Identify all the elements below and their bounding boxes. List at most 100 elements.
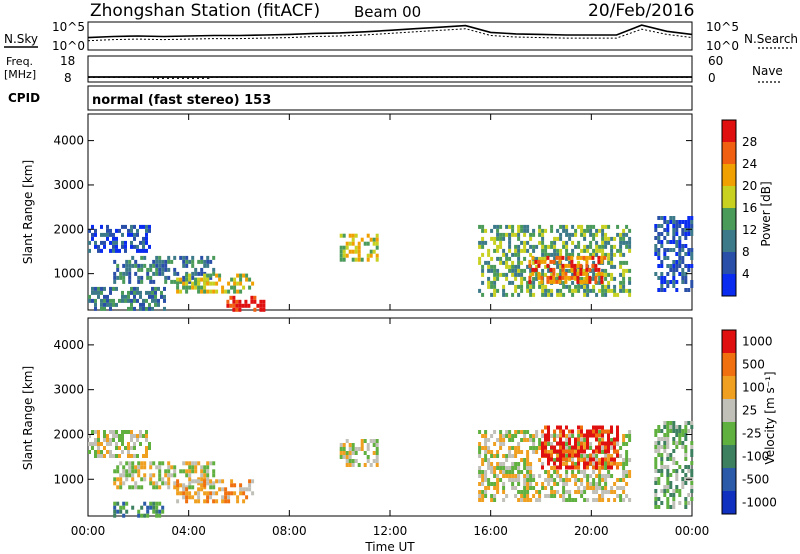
data-cell [544,441,547,446]
data-cell [625,462,629,466]
data-cell [523,478,527,482]
data-cell [568,434,572,438]
data-cell [351,451,355,455]
data-cell [140,505,144,510]
data-cell [568,236,572,241]
data-cell [502,438,506,442]
data-cell [610,465,613,470]
data-cell [496,454,500,458]
data-cell [100,232,103,237]
data-cell [574,228,578,233]
data-cell [628,228,632,233]
data-cell [122,465,126,470]
data-cell [546,263,550,268]
data-cell [583,433,586,438]
data-cell [520,272,524,277]
data-cell [672,449,676,453]
data-cell [520,260,524,265]
data-cell [514,268,518,273]
data-cell [487,252,491,257]
data-cell [116,469,120,474]
data-cell [520,450,524,454]
data-cell [579,255,583,260]
data-cell [520,494,524,498]
data-cell [514,450,518,454]
data-cell [562,433,565,438]
data-cell [125,461,129,466]
data-cell [221,285,225,290]
data-cell [607,470,611,474]
data-cell [185,487,189,492]
data-cell [576,271,580,276]
data-cell [628,268,632,273]
data-cell [675,429,679,433]
data-cell [493,292,497,297]
data-cell [550,490,554,494]
data-cell [666,465,670,469]
data-cell [544,272,548,277]
data-cell [654,433,658,437]
data-cell [550,445,553,450]
data-cell [672,437,676,441]
data-cell [493,482,497,486]
data-cell [194,271,198,276]
data-cell [251,491,255,496]
data-cell [537,259,541,264]
data-cell [660,445,664,449]
data-cell [574,498,578,502]
data-cell [610,490,614,494]
data-cell [535,244,539,249]
data-cell [191,259,195,264]
data-cell [666,473,670,477]
data-cell [487,450,491,454]
data-cell [550,228,554,233]
data-cell [191,285,195,290]
data-cell [342,257,346,262]
data-cell [182,461,186,466]
data-cell [520,430,524,434]
data-cell [197,495,201,500]
data-cell [583,470,587,474]
colorbar-tick-label: 25 [742,404,757,418]
data-cell [592,260,596,265]
data-cell [604,474,608,478]
data-cell [113,513,117,518]
data-cell [212,485,216,490]
data-cell [106,298,109,303]
data-cell [372,249,376,254]
data-cell [565,256,569,261]
data-cell [239,491,243,496]
data-cell [152,501,156,506]
data-cell [681,228,685,232]
data-cell [666,284,670,288]
data-cell [654,248,658,252]
data-cell [562,441,565,446]
data-cell [122,279,126,284]
data-cell [616,224,620,229]
data-cell [565,232,569,237]
data-cell [663,445,667,449]
data-cell [556,449,559,454]
data-cell [562,228,566,233]
data-cell [666,264,670,268]
data-cell [687,429,691,433]
data-cell [573,275,577,280]
x-tick-label: 04:00 [171,524,206,538]
data-cell [681,433,685,437]
data-cell [142,248,145,253]
data-cell [161,461,165,466]
data-cell [532,486,536,490]
data-cell [149,461,153,466]
data-cell [586,292,590,297]
data-cell [128,473,132,478]
data-cell [684,252,688,256]
data-cell [601,433,604,438]
data-cell [628,292,632,297]
data-cell [657,429,661,433]
data-cell [607,429,610,434]
data-cell [511,486,515,490]
data-cell [116,509,120,514]
data-cell [484,446,488,450]
data-cell [585,279,589,284]
